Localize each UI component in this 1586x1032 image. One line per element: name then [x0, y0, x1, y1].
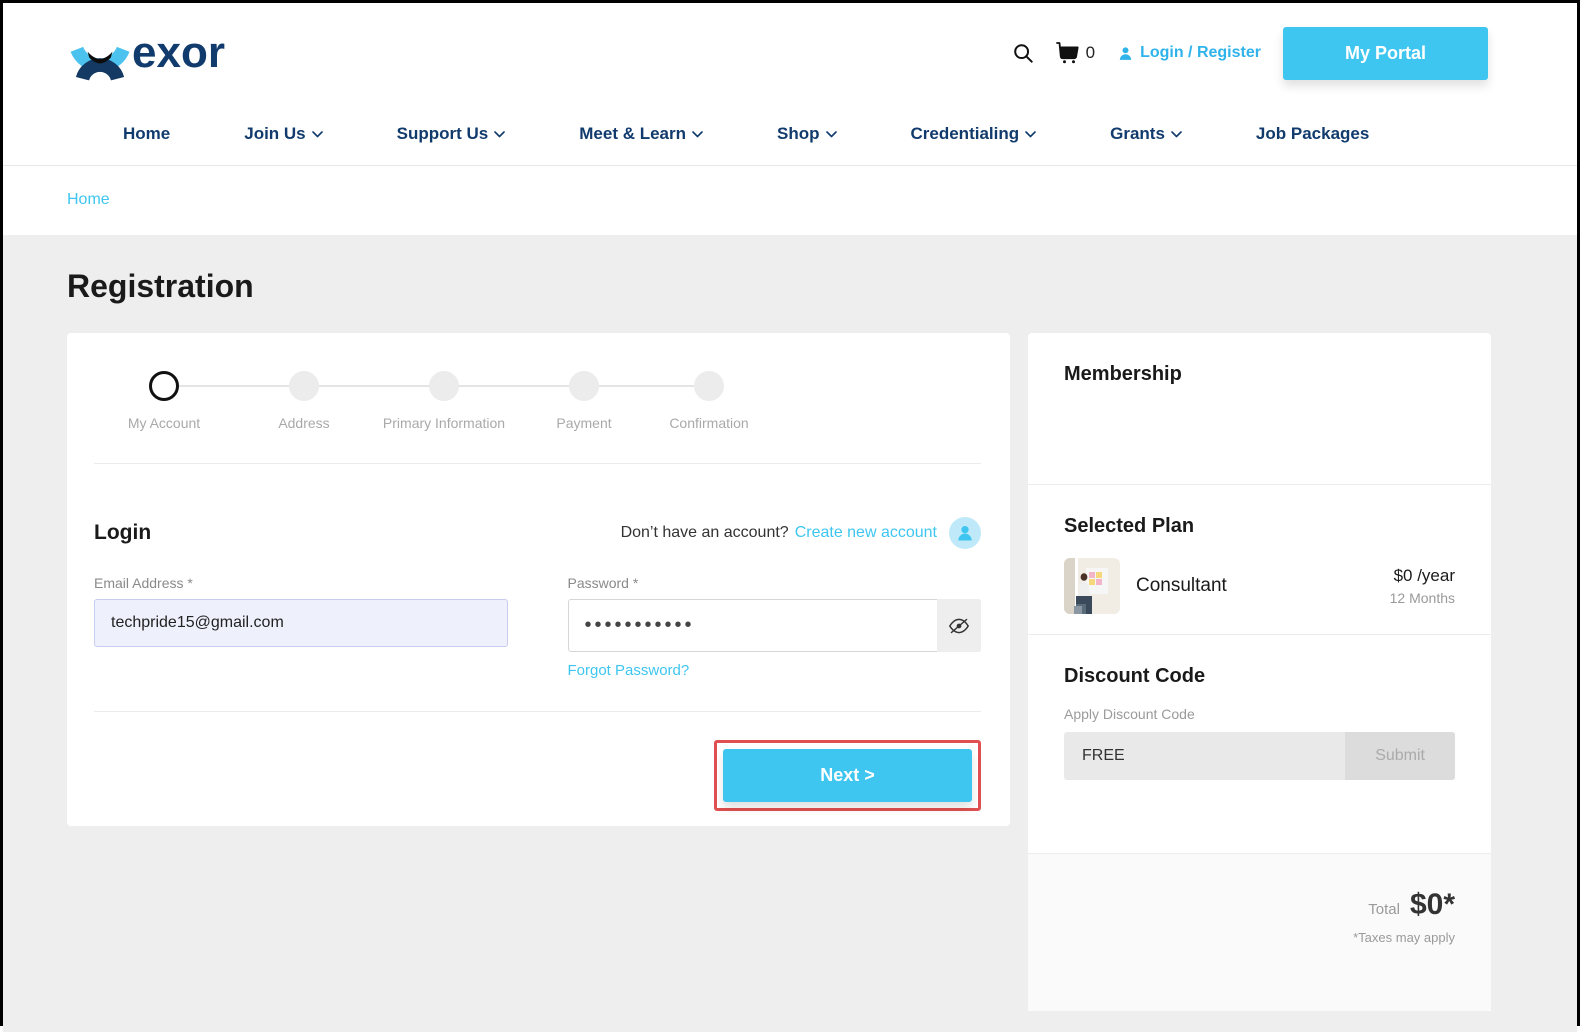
- svg-text:exor: exor: [132, 28, 225, 77]
